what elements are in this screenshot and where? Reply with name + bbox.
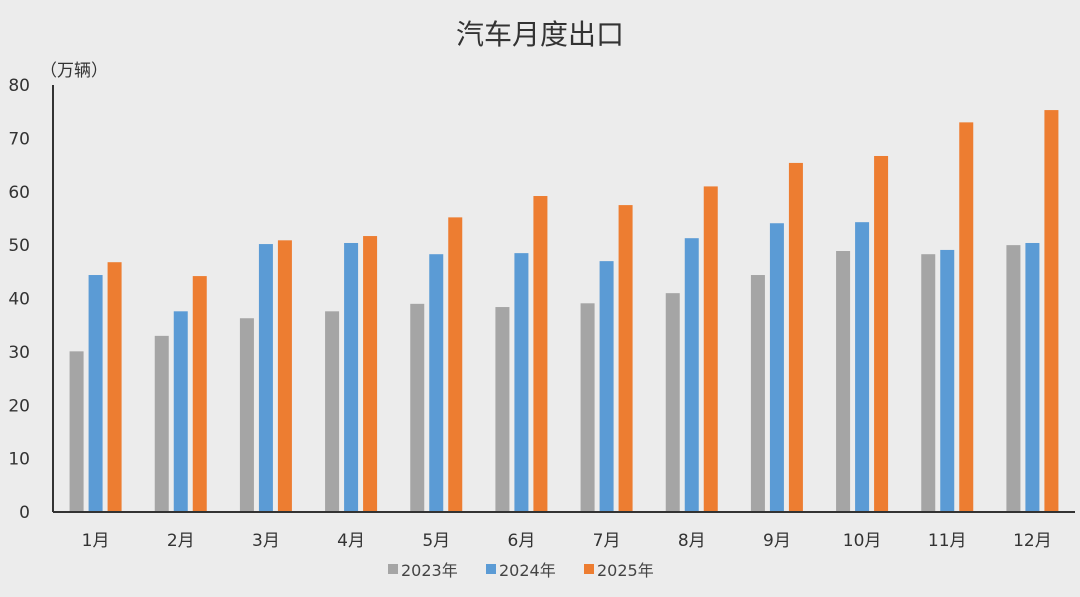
bar-2025年-3月	[277, 240, 292, 513]
bar-2025年-5月	[448, 217, 463, 512]
bar-2025年-2月	[192, 276, 207, 512]
bar-2023年-8月	[665, 293, 680, 512]
x-tick-label: 3月	[252, 531, 280, 551]
x-tick-label: 7月	[593, 531, 621, 551]
bar-2023年-11月	[921, 254, 936, 513]
bar-2025年-11月	[959, 122, 974, 513]
bar-2024年-5月	[429, 254, 444, 513]
bar-2024年-7月	[599, 261, 614, 512]
bar-2024年-6月	[514, 253, 529, 512]
bar-2024年-4月	[344, 242, 359, 513]
bar-2025年-8月	[703, 186, 718, 512]
x-tick-label: 9月	[763, 531, 791, 551]
y-axis-unit-label: （万辆）	[40, 61, 108, 81]
bar-2025年-4月	[363, 236, 378, 512]
bar-2023年-1月	[69, 351, 84, 512]
bar-2024年-11月	[940, 249, 955, 512]
y-tick-label: 60	[8, 183, 30, 203]
bar-2023年-7月	[580, 303, 595, 512]
bar-2025年-10月	[874, 155, 889, 512]
bar-2023年-4月	[325, 311, 340, 512]
bar-2024年-10月	[855, 222, 870, 512]
legend-swatch	[584, 564, 594, 574]
x-tick-label: 4月	[337, 531, 365, 551]
bar-2025年-12月	[1044, 110, 1059, 513]
legend-label: 2025年	[597, 561, 654, 580]
y-tick-label: 70	[8, 129, 30, 149]
y-tick-label: 10	[8, 450, 30, 470]
bar-2023年-3月	[239, 318, 254, 512]
x-tick-label: 10月	[843, 531, 882, 551]
x-tick-label: 6月	[508, 531, 536, 551]
x-tick-label: 5月	[422, 531, 450, 551]
y-tick-label: 50	[8, 236, 30, 256]
bar-2025年-1月	[107, 262, 122, 512]
x-tick-label: 8月	[678, 531, 706, 551]
x-tick-label: 11月	[928, 531, 967, 551]
y-tick-label: 80	[8, 76, 30, 96]
bar-2023年-2月	[154, 335, 169, 512]
bar-2025年-9月	[788, 162, 803, 513]
legend: 2023年 2024年 2025年	[388, 561, 654, 580]
chart-title: 汽车月度出口	[456, 18, 624, 51]
legend-swatch	[486, 564, 496, 574]
bar-2024年-2月	[173, 311, 188, 512]
legend-label: 2024年	[499, 561, 556, 580]
bar-2025年-7月	[618, 205, 633, 512]
bar-2023年-9月	[750, 275, 765, 512]
legend-swatch	[388, 564, 398, 574]
y-tick-label: 30	[8, 343, 30, 363]
bar-2023年-10月	[836, 250, 851, 512]
x-tick-label: 12月	[1013, 531, 1052, 551]
x-tick-label: 1月	[82, 531, 110, 551]
bar-2024年-8月	[684, 238, 699, 512]
bar-2024年-9月	[769, 223, 784, 512]
y-tick-label: 40	[8, 290, 30, 310]
legend-label: 2023年	[401, 561, 458, 580]
bar-2025年-6月	[533, 196, 548, 512]
x-tick-label: 2月	[167, 531, 195, 551]
bar-2023年-12月	[1006, 245, 1021, 512]
bar-2024年-12月	[1025, 242, 1040, 513]
y-tick-label: 0	[19, 503, 30, 523]
bar-2023年-6月	[495, 307, 510, 512]
bar-2024年-3月	[258, 244, 273, 512]
bar-2023年-5月	[410, 303, 425, 512]
y-tick-label: 20	[8, 396, 30, 416]
bar-2024年-1月	[88, 275, 103, 512]
